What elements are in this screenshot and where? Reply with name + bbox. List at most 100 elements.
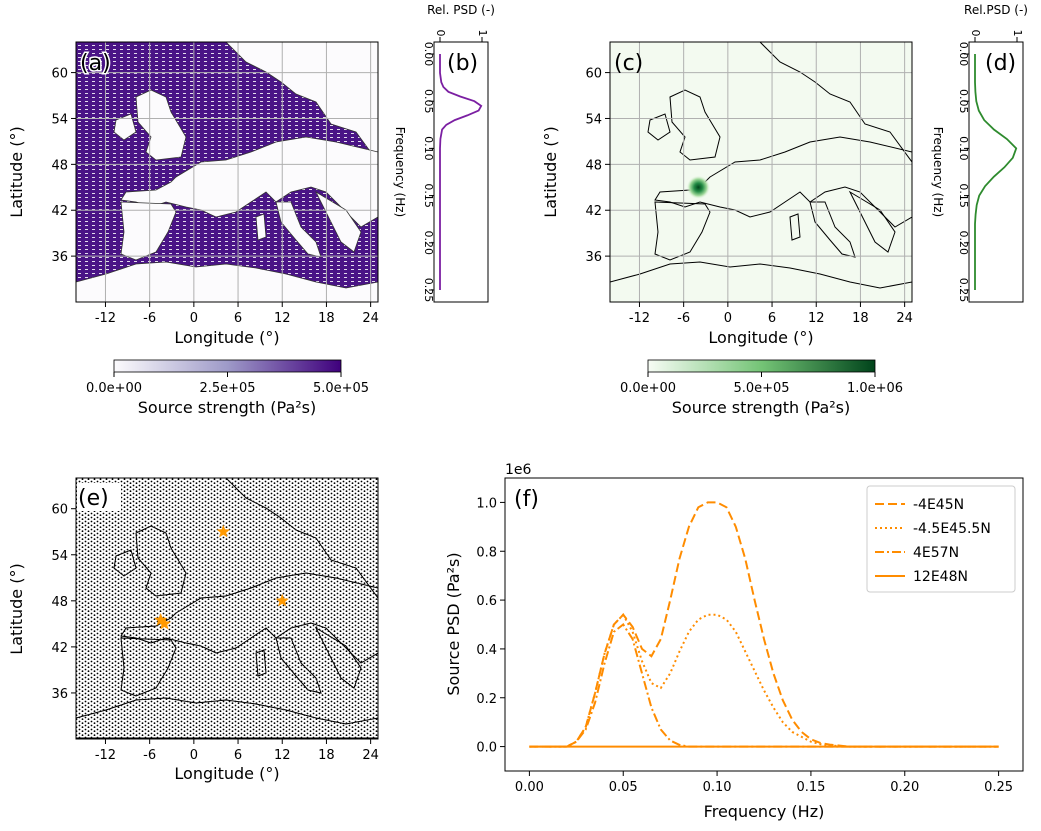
x-tick-label: -6 <box>677 311 690 326</box>
series-line <box>529 613 999 748</box>
colorbar-tick-label: 0.0e+00 <box>620 381 676 396</box>
panel-c-ticks: -12 -6 0 6 12 18 24 36 42 48 54 60 <box>585 67 912 326</box>
y-tick-label: 0.15 <box>422 183 435 208</box>
panel-d: (d) 0.00 0.05 0.10 0.15 0.20 0.25 0 1 Rel.PSD (… <box>931 3 1028 303</box>
panel-e-stations <box>154 524 289 630</box>
panel-d-label: (d) <box>985 51 1016 76</box>
y-tick-label: 0.00 <box>422 42 435 67</box>
y-tick-label: 36 <box>51 250 68 265</box>
x-tick-label: 18 <box>318 311 335 326</box>
y-tick-label: 0.00 <box>957 42 970 67</box>
panel-f-ylabel: Source PSD (Pa²s) <box>444 552 463 695</box>
panel-e-xlabel: Longitude (°) <box>174 764 279 783</box>
panel-a-grid <box>76 42 378 302</box>
y-tick-label: 48 <box>51 158 68 173</box>
y-tick-label: 0.15 <box>957 183 970 208</box>
panel-a-colorbar-label: Source strength (Pa²s) <box>138 398 316 417</box>
x-tick-label: 0.20 <box>890 780 919 795</box>
y-tick-label: 0.10 <box>422 136 435 161</box>
panel-f: (f) 1e6 0.00 0.05 0.10 0.15 0.20 0.250.00.20.… <box>444 462 1024 821</box>
x-tick-label: -12 <box>95 311 116 326</box>
colorbar-tick-label: 0.0e+00 <box>86 381 142 396</box>
panel-e-frame <box>75 477 379 740</box>
y-tick-label: 36 <box>585 250 602 265</box>
panel-b-label: (b) <box>447 51 478 76</box>
colorbar-tick-label: 1.0e+06 <box>847 381 903 396</box>
x-tick-label: 0.00 <box>515 780 544 795</box>
y-tick-label: 36 <box>51 687 68 702</box>
y-tick-label: 54 <box>51 112 68 127</box>
station-star <box>154 613 168 626</box>
panel-a-xlabel: Longitude (°) <box>174 328 279 347</box>
panel-a-label: (a) <box>80 51 111 76</box>
station-star <box>275 593 289 607</box>
panel-c-grid <box>610 42 912 302</box>
panel-d-xlabel: Rel.PSD (-) <box>964 3 1028 17</box>
panel-c-frame <box>609 41 913 303</box>
colorbar-tick-label: 2.5e+05 <box>199 381 255 396</box>
panel-f-label: (f) <box>514 487 539 512</box>
y-tick-label: 0.6 <box>476 594 497 609</box>
panel-e-label: (e) <box>78 486 109 511</box>
x-tick-label: 0.05 <box>609 780 638 795</box>
panel-c-ylabel: Latitude (°) <box>541 126 560 217</box>
y-tick-label: 48 <box>51 595 68 610</box>
x-tick-label: 12 <box>808 311 825 326</box>
panel-f-series <box>529 501 999 748</box>
x-tick-label: 24 <box>896 311 913 326</box>
y-tick-label: 0.2 <box>476 692 497 707</box>
x-tick-label: 0.15 <box>796 780 825 795</box>
x-tick-label: 12 <box>274 748 291 763</box>
legend-label: -4E45N <box>913 497 964 513</box>
x-tick-label: 6 <box>234 311 242 326</box>
y-tick-label: 42 <box>585 204 602 219</box>
panel-f-xlabel: Frequency (Hz) <box>704 802 825 821</box>
panel-c-field <box>610 42 912 302</box>
panel-c-label: (c) <box>614 51 643 76</box>
y-tick-label: 1.0 <box>476 496 497 511</box>
panel-d-line <box>974 54 1018 290</box>
y-tick-label: 0.8 <box>476 545 497 560</box>
y-tick-label: 42 <box>51 641 68 656</box>
panel-b: (b) 0.00 0.05 0.10 0.15 0.20 0.25 0 1 Rel. PSD … <box>393 3 495 303</box>
panel-e-ylabel: Latitude (°) <box>7 563 26 654</box>
y-tick-label: 60 <box>585 67 602 82</box>
x-tick-label: 24 <box>362 748 379 763</box>
y-tick-label: 48 <box>585 158 602 173</box>
x-tick-label: 0 <box>724 311 732 326</box>
panel-f-ticks: 0.00 0.05 0.10 0.15 0.20 0.25 0.0 0.2 0.4 0.6 0.8 1… <box>476 496 1013 795</box>
panel-d-ylabel: Frequency (Hz) <box>931 127 945 218</box>
x-tick-label: 0 <box>190 748 198 763</box>
x-tick-label: 12 <box>274 311 291 326</box>
panel-c-hotspot <box>686 175 711 200</box>
y-tick-label: 0.20 <box>957 231 970 256</box>
panel-a-colorbar <box>113 359 342 373</box>
x-tick-label: 24 <box>362 311 379 326</box>
x-tick-label: 18 <box>318 748 335 763</box>
y-tick-label: 42 <box>51 204 68 219</box>
panel-a-ylabel: Latitude (°) <box>7 126 26 217</box>
panel-d-frame <box>968 41 1024 303</box>
x-tick-label: 0.10 <box>703 780 732 795</box>
y-tick-label: 0.4 <box>476 643 497 658</box>
panel-c-colorbar <box>647 359 876 373</box>
x-tick-label: -6 <box>143 311 156 326</box>
y-tick-label: 0.25 <box>422 278 435 303</box>
panel-a-colorbar-ticks: 0.0e+00 2.5e+05 5.0e+05 <box>86 372 369 396</box>
panel-e-ticks: -12 -6 0 6 12 18 24 36 42 48 54 60 <box>51 503 378 763</box>
x-tick-label: -12 <box>95 748 116 763</box>
legend: -4E45N -4.5E45.5N 4E57N 12E48N <box>866 485 1016 593</box>
y-tick-label: 0.10 <box>957 136 970 161</box>
panel-c-colorbar-label: Source strength (Pa²s) <box>672 398 850 417</box>
panel-a: (a) -12 -6 0 6 12 18 24 36 42 48 54 60 Longitude (°… <box>7 41 379 417</box>
panel-b-line <box>439 54 483 290</box>
station-star <box>216 524 230 538</box>
x-tick-label: -12 <box>629 311 650 326</box>
y-tick-label: 60 <box>51 67 68 82</box>
y-tick-label: 0.0 <box>476 741 497 756</box>
panel-b-ticks: 0.00 0.05 0.10 0.15 0.20 0.25 0 1 <box>422 30 489 303</box>
legend-label: 12E48N <box>913 569 968 585</box>
panel-c: (c) -12 -6 0 6 12 18 24 36 42 48 54 60 Longitude (°… <box>541 41 913 417</box>
x-tick-label: 18 <box>852 311 869 326</box>
y-tick-label: 54 <box>51 549 68 564</box>
